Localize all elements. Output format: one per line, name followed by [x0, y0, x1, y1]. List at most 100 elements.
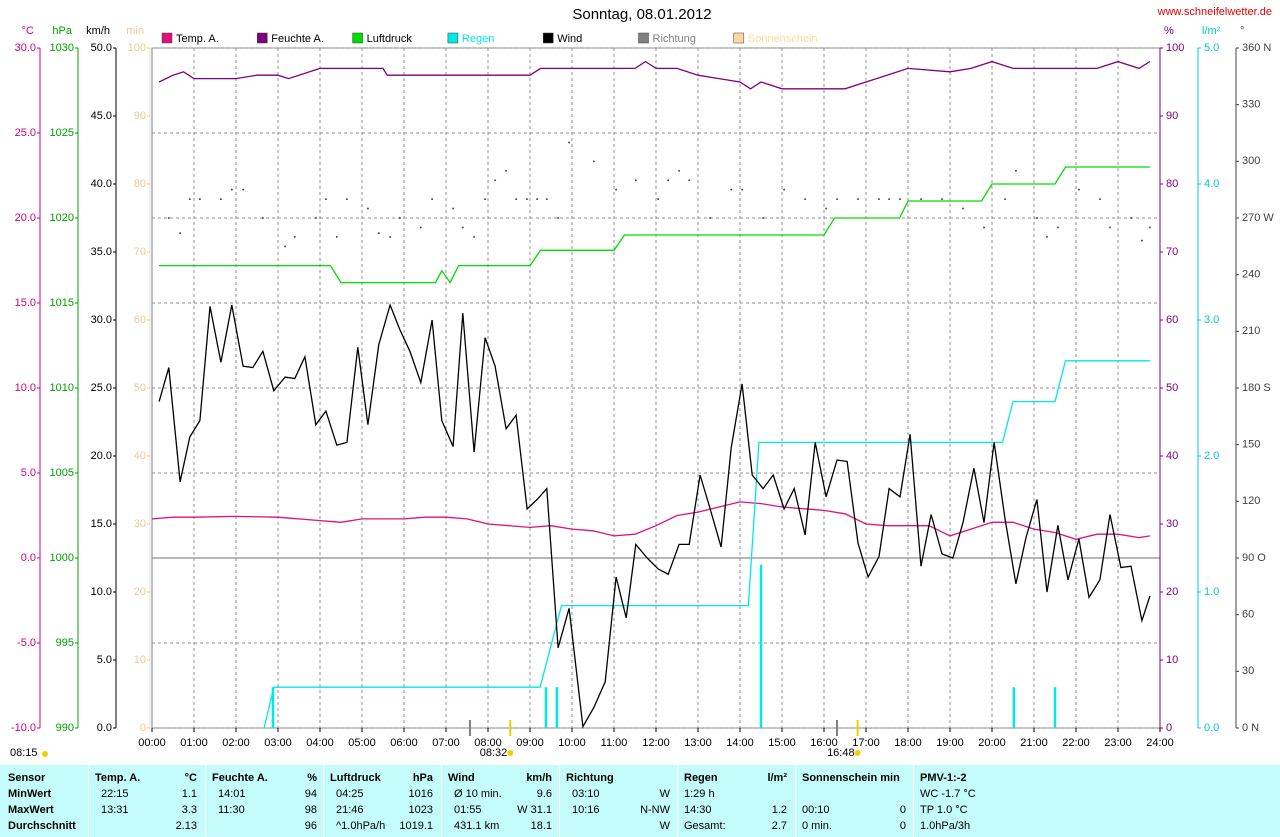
y-tick-label: 40.0 — [91, 178, 112, 190]
x-tick-label: 08:00 — [474, 737, 502, 749]
legend-label: Sonnenschein — [748, 33, 818, 45]
header-title: Richtung — [566, 772, 614, 784]
cell-right: W 31.1 — [517, 804, 552, 816]
y-tick-label: 60 — [134, 314, 146, 326]
header-unit: km/h — [526, 772, 552, 784]
axis-unit: % — [1164, 25, 1174, 37]
row-label: MaxWert — [8, 804, 54, 816]
x-tick-label: 17:00 — [852, 737, 880, 749]
y-tick-label: 30 — [1242, 665, 1254, 677]
direction-dot — [284, 245, 287, 248]
legend-swatch — [257, 32, 268, 44]
direction-dot — [1140, 239, 1143, 242]
cell-right: 9.6 — [536, 788, 552, 800]
cell-right: 2.13 — [175, 820, 197, 832]
header-unit: % — [307, 772, 317, 784]
direction-dot — [431, 198, 434, 201]
cell-left: Ø 10 min. — [454, 788, 502, 800]
x-tick-label: 02:00 — [222, 737, 250, 749]
y-tick-label: 180 S — [1242, 382, 1271, 394]
y-tick-label: 150 — [1242, 439, 1260, 451]
header-title: Wind — [448, 772, 475, 784]
y-tick-label: 50 — [1166, 382, 1178, 394]
y-tick-label: 25.0 — [15, 127, 36, 139]
x-tick-label: 10:00 — [558, 737, 586, 749]
x-tick-label: 19:00 — [936, 737, 964, 749]
direction-dot — [198, 198, 201, 201]
direction-dot — [419, 226, 422, 229]
legend-swatch — [161, 32, 173, 44]
direction-dot — [962, 207, 965, 210]
y-tick-label: 0.0 — [1204, 722, 1219, 734]
y-tick-label: 4.0 — [1204, 178, 1219, 190]
x-tick-label: 23:00 — [1104, 737, 1132, 749]
separator — [205, 765, 206, 837]
y-tick-label: 270 W — [1242, 212, 1274, 224]
y-tick-label: -5.0 — [17, 637, 36, 649]
cell-left: 11:30 — [218, 804, 245, 816]
y-tick-label: 70 — [134, 246, 146, 258]
header-title: Sonnenschein min — [802, 772, 900, 784]
row-label: Durchschnitt — [8, 820, 76, 832]
cell-right: 96 — [304, 820, 317, 832]
chart-title: Sonntag, 08.01.2012 — [572, 6, 711, 23]
direction-dot — [741, 188, 744, 191]
axis-unit: hPa — [52, 25, 72, 37]
y-tick-label: 330 — [1242, 99, 1260, 111]
y-tick-label: 0 — [1166, 722, 1172, 734]
cell-right: 94 — [304, 788, 317, 800]
y-tick-label: 3.0 — [1204, 314, 1219, 326]
series-line — [263, 360, 1150, 729]
y-tick-label: 1015 — [50, 297, 74, 309]
direction-dot — [941, 198, 944, 201]
cell-right: 0 — [899, 804, 906, 816]
axis-unit: °C — [22, 25, 34, 37]
x-tick-label: 14:00 — [726, 737, 754, 749]
y-tick-label: 990 — [56, 722, 74, 734]
legend-label: Regen — [462, 33, 494, 45]
y-tick-label: 15.0 — [91, 518, 112, 530]
direction-dot — [825, 207, 828, 210]
direction-dot — [1109, 226, 1112, 229]
y-tick-label: 20.0 — [91, 450, 112, 462]
cell-left: 14:01 — [218, 788, 246, 800]
legend-swatch — [733, 32, 745, 44]
sun-icon — [42, 751, 48, 757]
y-tick-label: 80 — [134, 178, 146, 190]
y-tick-label: 100 — [1166, 42, 1184, 54]
direction-dot — [678, 169, 681, 172]
legend-label: Richtung — [653, 33, 696, 45]
direction-dot — [688, 179, 691, 182]
cell-right: 1023 — [408, 804, 433, 816]
y-tick-label: 240 — [1242, 269, 1260, 281]
cell-right: 1016 — [408, 788, 433, 800]
y-tick-label: 0 — [140, 722, 146, 734]
direction-dot — [473, 235, 476, 238]
y-tick-label: 10.0 — [15, 382, 36, 394]
separator — [559, 765, 560, 837]
direction-dot — [730, 188, 733, 191]
cell-right: 0 — [899, 820, 906, 832]
header-unit: °C — [184, 772, 197, 784]
direction-dot — [314, 217, 317, 219]
direction-dot — [188, 198, 191, 201]
direction-dot — [857, 198, 860, 201]
y-tick-label: 10.0 — [91, 586, 112, 598]
cell-right: 3.3 — [181, 804, 197, 816]
cell-left: 03:10 — [572, 788, 600, 800]
y-tick-label: 210 — [1242, 325, 1260, 337]
y-tick-label: 30.0 — [91, 314, 112, 326]
x-tick-label: 24:00 — [1146, 737, 1174, 749]
x-tick-label: 09:00 — [516, 737, 544, 749]
cell-left: 10:16 — [572, 804, 600, 816]
direction-dot — [526, 198, 529, 201]
header-unit: hPa — [412, 772, 433, 784]
direction-dot — [1130, 217, 1133, 219]
y-tick-label: 90 O — [1242, 552, 1266, 564]
x-tick-label: 13:00 — [684, 737, 712, 749]
direction-dot — [615, 188, 618, 191]
x-tick-label: 12:00 — [642, 737, 670, 749]
direction-dot — [242, 188, 245, 191]
legend-label: Feuchte A. — [271, 33, 324, 45]
